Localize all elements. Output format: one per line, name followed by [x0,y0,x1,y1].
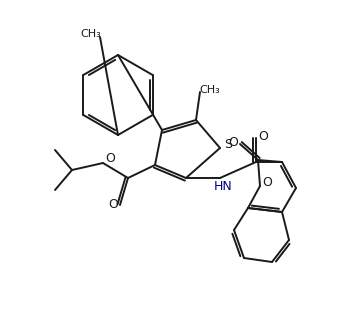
Text: CH₃: CH₃ [200,85,220,95]
Text: O: O [228,135,238,149]
Text: O: O [262,176,272,190]
Text: O: O [105,153,115,166]
Text: CH₃: CH₃ [81,29,101,39]
Text: O: O [258,130,268,142]
Text: S: S [224,137,232,151]
Text: O: O [108,198,118,212]
Text: HN: HN [213,179,233,193]
